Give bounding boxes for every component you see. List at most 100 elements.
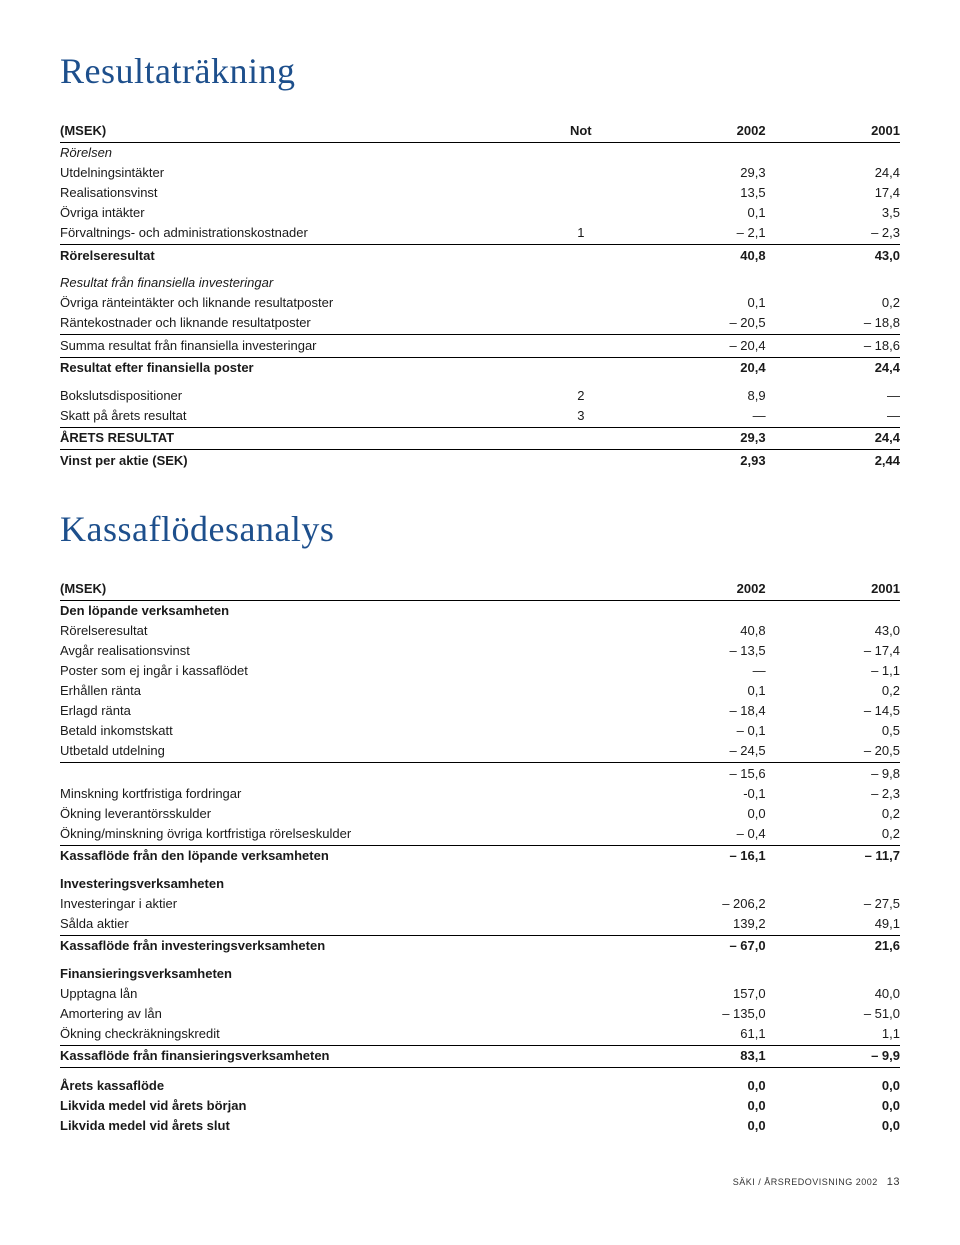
table-row-label: Amortering av lån bbox=[60, 1003, 631, 1023]
income-statement-table: (MSEK)Not20022001 RörelsenUtdelningsintäk… bbox=[60, 120, 900, 470]
table-row-2002: 0,0 bbox=[631, 1096, 765, 1116]
table-row-2002: – 16,1 bbox=[631, 845, 765, 866]
table-row-label: Minskning kortfristiga fordringar bbox=[60, 783, 631, 803]
table-row-2001: 43,0 bbox=[766, 245, 900, 266]
table-row-not: 1 bbox=[530, 223, 631, 245]
table-row-2001: – 9,9 bbox=[766, 1045, 900, 1068]
page-footer: SÄKI / ÅRSREDOVISNING 2002 13 bbox=[60, 1176, 900, 1188]
table-row-label: Sålda aktier bbox=[60, 913, 631, 935]
table-subheader: Den löpande verksamheten bbox=[60, 600, 631, 621]
table-row-2001: – 20,5 bbox=[766, 741, 900, 763]
table-row-2002: 40,8 bbox=[631, 245, 765, 266]
table-row-2001: — bbox=[766, 405, 900, 427]
table-subheader: Resultat från finansiella investeringar bbox=[60, 265, 530, 293]
table-row-not bbox=[530, 357, 631, 378]
col-header-2001: 2001 bbox=[766, 120, 900, 142]
table-row-2001: 0,0 bbox=[766, 1116, 900, 1136]
table-row-2001: 2,44 bbox=[766, 450, 900, 471]
table-row-label: Kassaflöde från den löpande verksamheten bbox=[60, 845, 631, 866]
cashflow-table: (MSEK)20022001 Den löpande verksamhetenRö… bbox=[60, 578, 900, 1136]
col-header-msek: (MSEK) bbox=[60, 578, 631, 600]
table-row-label: Förvaltnings- och administrationskostnad… bbox=[60, 223, 530, 245]
table-row-2002: 0,1 bbox=[631, 203, 765, 223]
table-row-label: Erlagd ränta bbox=[60, 701, 631, 721]
table-row-2002: 0,1 bbox=[631, 293, 765, 313]
table-row-label: Poster som ej ingår i kassaflödet bbox=[60, 661, 631, 681]
table-row-not: 3 bbox=[530, 405, 631, 427]
table-row-2001: – 2,3 bbox=[766, 223, 900, 245]
table-row-label: Kassaflöde från finansieringsverksamhete… bbox=[60, 1045, 631, 1068]
table-subheader: Finansieringsverksamheten bbox=[60, 956, 631, 984]
table-row-not bbox=[530, 163, 631, 183]
table-row-2002: – 0,4 bbox=[631, 823, 765, 845]
table-row-2001: 24,4 bbox=[766, 427, 900, 450]
table-row-2001: – 1,1 bbox=[766, 661, 900, 681]
table-row-2002: 40,8 bbox=[631, 621, 765, 641]
col-header-not: Not bbox=[530, 120, 631, 142]
table-row-label: Vinst per aktie (SEK) bbox=[60, 450, 530, 471]
table-row-2002: 61,1 bbox=[631, 1023, 765, 1045]
table-row-2002: – 206,2 bbox=[631, 893, 765, 913]
table-row-2001: 24,4 bbox=[766, 163, 900, 183]
table-row-2001: 0,2 bbox=[766, 823, 900, 845]
table-row-label: Summa resultat från finansiella invester… bbox=[60, 335, 530, 358]
table-row-2002: 0,0 bbox=[631, 803, 765, 823]
table-row-label: Rörelseresultat bbox=[60, 621, 631, 641]
footer-page-number: 13 bbox=[887, 1176, 900, 1188]
table-row-label: Räntekostnader och liknande resultatpost… bbox=[60, 313, 530, 335]
col-header-msek: (MSEK) bbox=[60, 120, 530, 142]
table-row-label: Övriga intäkter bbox=[60, 203, 530, 223]
table-subheader: Rörelsen bbox=[60, 142, 530, 163]
table-row-2002: – 24,5 bbox=[631, 741, 765, 763]
table-row-2002: 8,9 bbox=[631, 378, 765, 406]
table-row-label: Avgår realisationsvinst bbox=[60, 641, 631, 661]
table-row-2002: – 67,0 bbox=[631, 935, 765, 956]
table-row-2002: 13,5 bbox=[631, 183, 765, 203]
income-statement-title: Resultaträkning bbox=[60, 50, 900, 92]
table-row-2002: – 15,6 bbox=[631, 763, 765, 784]
table-row-2001: – 14,5 bbox=[766, 701, 900, 721]
table-row-label: Betald inkomstskatt bbox=[60, 721, 631, 741]
table-row-label: Skatt på årets resultat bbox=[60, 405, 530, 427]
table-row-label: Ökning checkräkningskredit bbox=[60, 1023, 631, 1045]
table-row-2002: 0,0 bbox=[631, 1116, 765, 1136]
table-row-2001: 0,2 bbox=[766, 681, 900, 701]
table-row-label: Erhållen ränta bbox=[60, 681, 631, 701]
table-row-not bbox=[530, 203, 631, 223]
table-row-2002: — bbox=[631, 405, 765, 427]
table-row-2001: 21,6 bbox=[766, 935, 900, 956]
table-row-2001: 0,2 bbox=[766, 293, 900, 313]
table-row-label: Övriga ränteintäkter och liknande result… bbox=[60, 293, 530, 313]
table-row-not bbox=[530, 335, 631, 358]
table-row-2002: 29,3 bbox=[631, 163, 765, 183]
table-row-2002: -0,1 bbox=[631, 783, 765, 803]
table-row-2001: 24,4 bbox=[766, 357, 900, 378]
table-row-2001: 0,0 bbox=[766, 1096, 900, 1116]
table-row-2001: 0,5 bbox=[766, 721, 900, 741]
table-row-2001: 43,0 bbox=[766, 621, 900, 641]
table-row-label bbox=[60, 763, 631, 784]
table-row-label: Realisationsvinst bbox=[60, 183, 530, 203]
table-row-2001: 1,1 bbox=[766, 1023, 900, 1045]
table-row-2002: – 18,4 bbox=[631, 701, 765, 721]
col-header-2002: 2002 bbox=[631, 120, 765, 142]
table-subheader: Investeringsverksamheten bbox=[60, 866, 631, 894]
table-row-label: ÅRETS RESULTAT bbox=[60, 427, 530, 450]
table-row-label: Utdelningsintäkter bbox=[60, 163, 530, 183]
table-row-2001: 3,5 bbox=[766, 203, 900, 223]
table-row-2001: 49,1 bbox=[766, 913, 900, 935]
table-row-2002: – 0,1 bbox=[631, 721, 765, 741]
table-row-2001: 17,4 bbox=[766, 183, 900, 203]
col-header-2001: 2001 bbox=[766, 578, 900, 600]
table-row-2002: 83,1 bbox=[631, 1045, 765, 1068]
table-row-not bbox=[530, 450, 631, 471]
table-row-2001: — bbox=[766, 378, 900, 406]
table-row-2001: – 11,7 bbox=[766, 845, 900, 866]
table-row-label: Ökning/minskning övriga kortfristiga rör… bbox=[60, 823, 631, 845]
table-row-2001: 0,0 bbox=[766, 1068, 900, 1096]
table-row-2001: – 27,5 bbox=[766, 893, 900, 913]
table-row-not bbox=[530, 293, 631, 313]
col-header-2002: 2002 bbox=[631, 578, 765, 600]
table-row-2002: 157,0 bbox=[631, 983, 765, 1003]
footer-text: SÄKI / ÅRSREDOVISNING 2002 bbox=[733, 1177, 878, 1187]
